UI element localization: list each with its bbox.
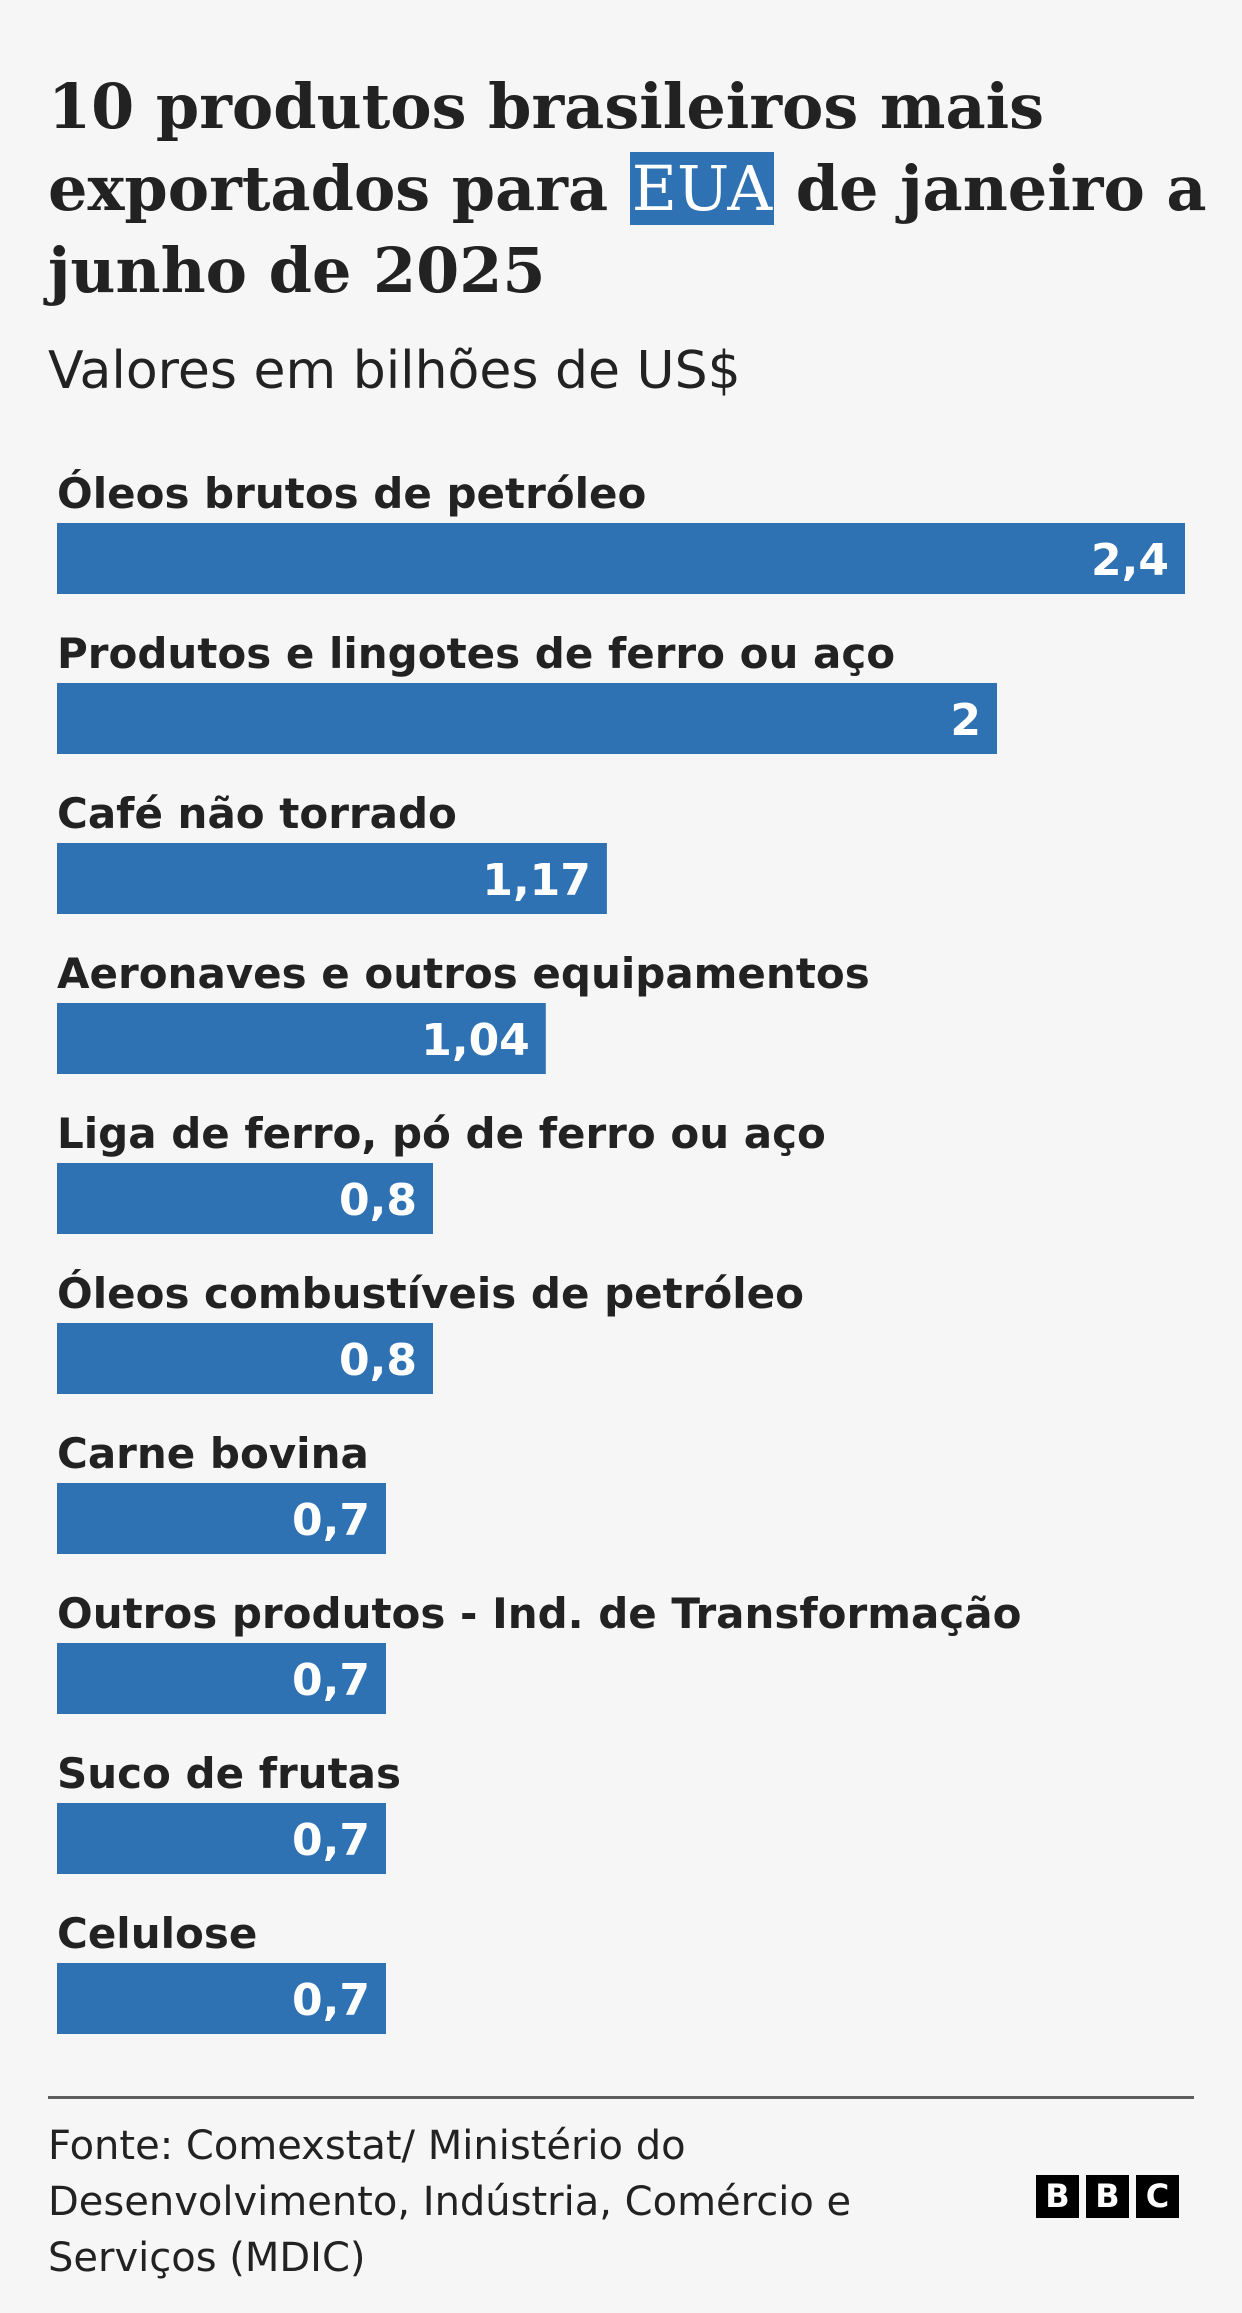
category-label: Liga de ferro, pó de ferro ou aço <box>57 1109 826 1158</box>
title-text-after: de janeiro a junho de 2025 <box>48 152 1207 307</box>
chart-subtitle: Valores em bilhões de US$ <box>48 341 741 401</box>
bar <box>57 683 997 754</box>
bar-value-label: 1,04 <box>421 1015 530 1066</box>
bar-value-label: 0,7 <box>292 1655 370 1706</box>
source-note: Fonte: Comexstat/ Ministério do Desenvol… <box>48 2123 852 2281</box>
bar-value-label: 0,7 <box>292 1815 370 1866</box>
chart-title: 10 produtos brasileiros mais exportados … <box>48 66 1208 312</box>
category-label: Outros produtos - Ind. de Transformação <box>57 1589 1021 1638</box>
bbc-logo-block-3: C <box>1136 2175 1179 2218</box>
title-text-before: 10 produtos brasileiros mais exportados … <box>48 70 1045 225</box>
category-label: Óleos combustíveis de petróleo <box>57 1268 804 1318</box>
category-label: Aeronaves e outros equipamentos <box>57 949 870 998</box>
bar <box>57 843 607 914</box>
category-label: Carne bovina <box>57 1429 369 1478</box>
category-label: Óleos brutos de petróleo <box>57 468 646 518</box>
bar-value-label: 0,8 <box>339 1335 417 1386</box>
bar-value-label: 1,17 <box>482 855 591 906</box>
bar-value-label: 0,7 <box>292 1495 370 1546</box>
bar <box>57 1803 386 1874</box>
bar-chart: Óleos brutos de petróleo 2,4 Produtos e li… <box>57 468 1185 2034</box>
bar <box>57 1163 433 1234</box>
bar <box>57 523 1185 594</box>
bbc-logo-block-2: B <box>1086 2175 1129 2218</box>
bar <box>57 1483 386 1554</box>
title-highlight: EUA <box>629 152 775 225</box>
bar-value-label: 2,4 <box>1091 535 1169 586</box>
bbc-logo: B B C <box>1036 2175 1179 2218</box>
bar-value-label: 2 <box>950 695 981 746</box>
category-label: Produtos e lingotes de ferro ou aço <box>57 629 895 678</box>
bbc-logo-block-1: B <box>1036 2175 1079 2218</box>
bar <box>57 1643 386 1714</box>
bar <box>57 1323 433 1394</box>
bar-value-label: 0,8 <box>339 1175 417 1226</box>
bar <box>57 1003 546 1074</box>
bar <box>57 1963 386 2034</box>
footer-divider <box>48 2096 1194 2099</box>
category-label: Celulose <box>57 1909 257 1958</box>
bar-value-label: 0,7 <box>292 1975 370 2026</box>
category-label: Suco de frutas <box>57 1749 401 1798</box>
category-label: Café não torrado <box>57 789 457 838</box>
